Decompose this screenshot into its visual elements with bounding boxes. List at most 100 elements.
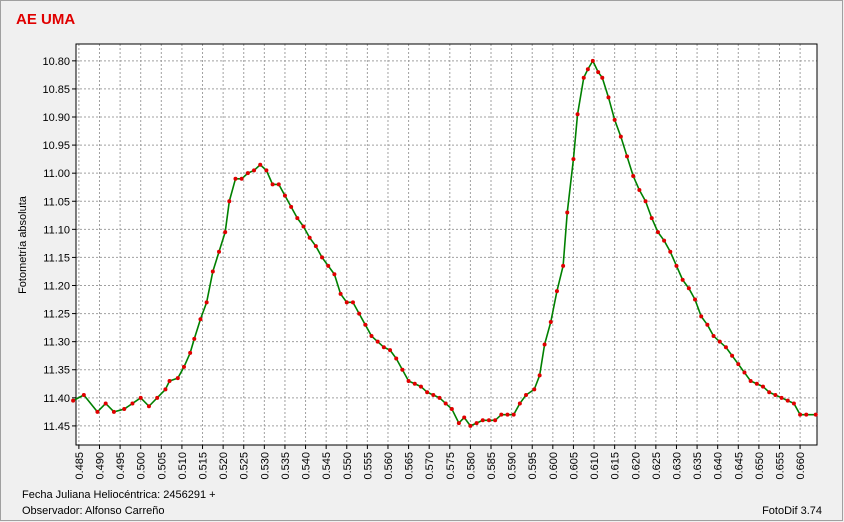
data-point <box>326 263 331 268</box>
data-point <box>369 334 374 339</box>
x-tick-label: 0.595 <box>527 452 539 480</box>
x-tick-label: 0.620 <box>630 452 642 480</box>
data-point <box>111 409 116 414</box>
data-point <box>155 395 160 400</box>
data-point <box>350 300 355 305</box>
data-point <box>245 171 250 176</box>
y-tick-label: 11.15 <box>43 252 70 264</box>
data-point <box>95 409 100 414</box>
data-point <box>511 412 516 417</box>
data-point <box>474 421 479 426</box>
data-point <box>167 378 172 383</box>
data-point <box>532 387 537 392</box>
x-tick-label: 0.555 <box>362 452 374 480</box>
x-tick-label: 0.500 <box>136 452 148 480</box>
data-point <box>400 367 405 372</box>
data-point <box>631 173 636 178</box>
data-point <box>761 384 766 389</box>
data-point <box>301 224 306 229</box>
x-tick-label: 0.525 <box>239 452 251 480</box>
data-point <box>643 199 648 204</box>
footer-date: Fecha Juliana Heliocéntrica: 2456291 + <box>22 489 216 501</box>
data-point <box>748 378 753 383</box>
x-tick-label: 0.510 <box>177 452 189 480</box>
data-point <box>344 300 349 305</box>
data-point <box>276 182 281 187</box>
data-point <box>779 395 784 400</box>
x-tick-label: 0.655 <box>774 452 786 480</box>
fit-line <box>72 60 816 427</box>
data-point <box>181 364 186 369</box>
data-point <box>693 297 698 302</box>
y-tick-label: 11.45 <box>43 421 70 433</box>
data-point <box>493 418 498 423</box>
data-point <box>456 421 461 426</box>
data-point <box>468 423 473 428</box>
data-point <box>717 339 722 344</box>
data-point <box>81 393 86 398</box>
y-tick-label: 10.80 <box>42 56 70 68</box>
x-tick-label: 0.545 <box>321 452 333 480</box>
data-point <box>146 404 151 409</box>
data-point <box>581 75 586 80</box>
data-point <box>394 356 399 361</box>
data-point <box>674 263 679 268</box>
data-point <box>767 390 772 395</box>
x-tick-label: 0.610 <box>589 452 601 480</box>
data-point <box>668 249 673 254</box>
y-axis-label: Fotometría absoluta <box>17 195 29 294</box>
data-point <box>289 204 294 209</box>
data-point <box>565 210 570 215</box>
data-point <box>585 67 590 72</box>
data-point <box>332 272 337 277</box>
y-tick-label: 10.85 <box>42 84 70 96</box>
x-tick-label: 0.565 <box>404 452 416 480</box>
data-point <box>561 263 566 268</box>
data-point <box>785 398 790 403</box>
data-point <box>596 70 601 75</box>
data-point <box>524 393 529 398</box>
y-tick-label: 11.20 <box>43 280 70 292</box>
data-point <box>130 401 135 406</box>
data-point <box>804 412 809 417</box>
data-point <box>270 182 275 187</box>
data-point <box>163 387 168 392</box>
x-tick-label: 0.660 <box>795 452 807 480</box>
x-tick-label: 0.490 <box>94 452 106 480</box>
data-point <box>338 291 343 296</box>
data-point <box>425 390 430 395</box>
x-tick-label: 0.540 <box>301 452 313 480</box>
data-point <box>736 362 741 367</box>
y-tick-label: 11.35 <box>43 365 70 377</box>
data-point <box>227 199 232 204</box>
data-point <box>412 381 417 386</box>
data-point <box>542 342 547 347</box>
data-point <box>730 353 735 358</box>
x-tick-label: 0.590 <box>507 452 519 480</box>
data-point <box>188 350 193 355</box>
y-tick-label: 11.10 <box>43 224 70 236</box>
data-point <box>418 384 423 389</box>
data-point <box>204 300 209 305</box>
y-tick-label: 11.30 <box>43 337 70 349</box>
data-point <box>192 336 197 341</box>
data-point <box>258 162 263 167</box>
data-point <box>637 188 642 193</box>
data-point <box>754 381 759 386</box>
x-tick-label: 0.520 <box>218 452 230 480</box>
x-tick-label: 0.625 <box>651 452 663 480</box>
x-tick-label: 0.570 <box>424 452 436 480</box>
data-point <box>742 370 747 375</box>
data-point <box>612 117 617 122</box>
x-tick-label: 0.515 <box>198 452 210 480</box>
data-point <box>773 393 778 398</box>
x-tick-label: 0.585 <box>486 452 498 480</box>
data-point <box>388 348 393 353</box>
data-point <box>198 317 203 322</box>
data-point <box>590 58 595 63</box>
y-tick-label: 11.25 <box>43 309 70 321</box>
data-point <box>537 373 542 378</box>
y-tick-label: 11.00 <box>43 168 70 180</box>
data-point <box>798 412 803 417</box>
plot-border <box>75 43 818 446</box>
